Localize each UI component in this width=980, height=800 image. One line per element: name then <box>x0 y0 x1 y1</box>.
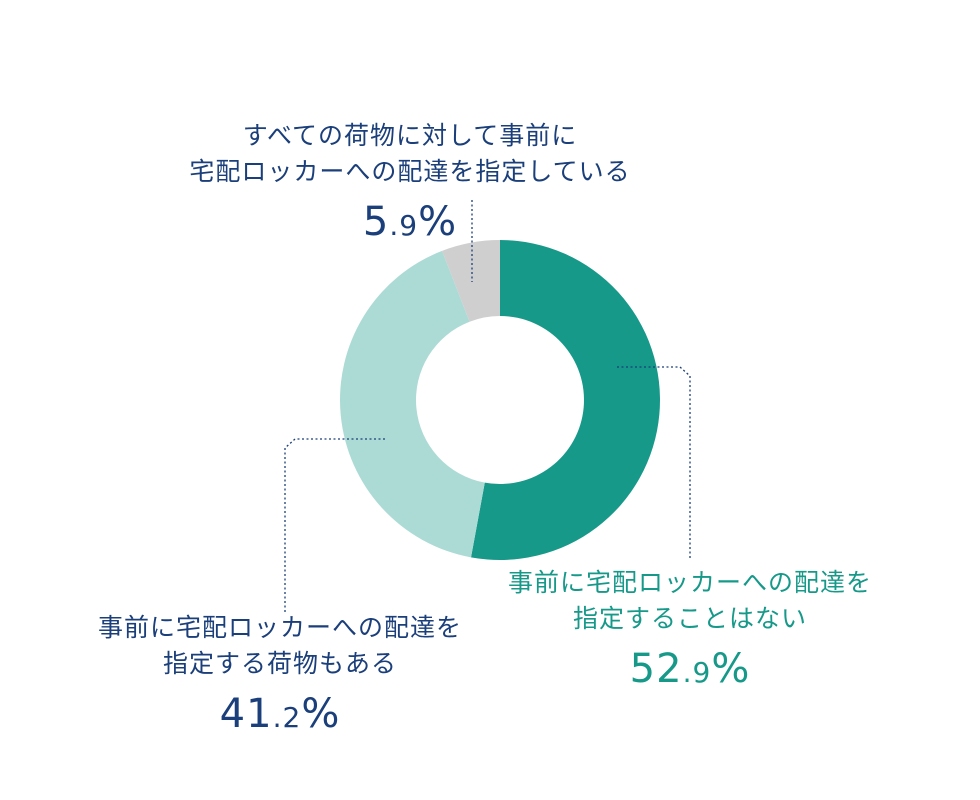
percent-sign: % <box>711 645 751 692</box>
slice-label-all-packages: すべての荷物に対して事前に 宅配ロッカーへの配達を指定している 5.9% <box>130 118 690 251</box>
leader-lines <box>284 200 691 612</box>
donut-slice-2 <box>442 240 500 322</box>
slice-label-line: すべての荷物に対して事前に <box>242 121 578 150</box>
leader-line-0 <box>617 366 691 560</box>
leader-line-1 <box>284 438 385 612</box>
slice-label-line: 宅配ロッカーへの配達を指定している <box>189 157 631 187</box>
percentage-decimal: 9 <box>692 655 712 689</box>
slice-label-line: 指定する荷物もある <box>162 649 397 679</box>
slice-percentage: 41.2% <box>219 690 341 737</box>
slice-label-never-specify: 事前に宅配ロッカーへの配達を 指定することはない 52.9% <box>470 565 910 698</box>
percent-sign: % <box>418 198 458 245</box>
percentage-decimal: 2 <box>282 700 302 734</box>
percentage-decimal: 9 <box>399 208 419 242</box>
donut-slice-1 <box>339 250 485 558</box>
percentage-integer: 5 <box>362 198 390 245</box>
slice-percentage: 52.9% <box>629 645 751 692</box>
slice-label-line: 指定することはない <box>572 604 807 634</box>
percent-sign: % <box>301 690 341 737</box>
donut-slices <box>339 240 660 560</box>
slice-label-line: 事前に宅配ロッカーへの配達を <box>97 613 462 642</box>
slice-percentage: 5.9% <box>362 198 458 245</box>
donut-slice-0 <box>471 240 660 560</box>
slice-label-line: 事前に宅配ロッカーへの配達を <box>507 568 872 597</box>
percentage-integer: 41 <box>219 690 273 737</box>
slice-label-some-packages: 事前に宅配ロッカーへの配達を 指定する荷物もある 41.2% <box>60 610 500 743</box>
percentage-integer: 52 <box>629 645 683 692</box>
